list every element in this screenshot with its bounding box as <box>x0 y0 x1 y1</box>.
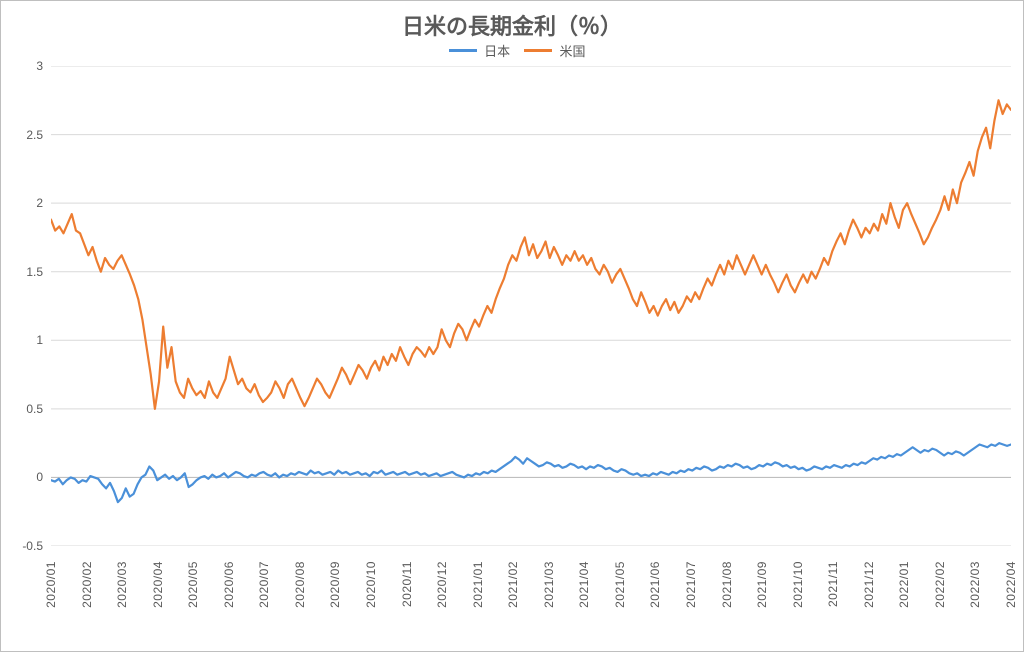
chart-container: 日米の長期金利（％） 日本 米国 -0.5 0 0.5 1 1.5 2 2.5 3 2020/… <box>0 0 1024 652</box>
x-tick-label: 2021/06 <box>648 561 662 621</box>
x-tick-label: 2020/11 <box>400 561 414 621</box>
x-tick-label: 2020/08 <box>293 561 307 621</box>
y-tick-label: 3 <box>3 59 43 73</box>
x-tick-label: 2020/12 <box>435 561 449 621</box>
series-line <box>51 100 1011 409</box>
x-tick-label: 2021/05 <box>613 561 627 621</box>
x-tick-label: 2020/02 <box>80 561 94 621</box>
chart-plot-area <box>51 66 1011 546</box>
legend-label-us: 米国 <box>559 44 585 59</box>
x-tick-label: 2022/02 <box>933 561 947 621</box>
y-tick-label: 1.5 <box>3 265 43 279</box>
x-tick-label: 2022/03 <box>968 561 982 621</box>
x-tick-label: 2020/05 <box>186 561 200 621</box>
legend-swatch-us <box>524 49 552 52</box>
x-tick-label: 2022/01 <box>897 561 911 621</box>
x-tick-label: 2020/01 <box>44 561 58 621</box>
x-tick-label: 2021/08 <box>720 561 734 621</box>
x-tick-label: 2020/04 <box>151 561 165 621</box>
x-tick-label: 2020/03 <box>115 561 129 621</box>
chart-title: 日米の長期金利（％） <box>1 9 1023 41</box>
x-tick-label: 2021/11 <box>826 561 840 621</box>
x-tick-label: 2021/07 <box>684 561 698 621</box>
y-tick-label: 0.5 <box>3 402 43 416</box>
y-tick-label: 1 <box>3 333 43 347</box>
y-tick-label: 2 <box>3 196 43 210</box>
x-tick-label: 2020/10 <box>364 561 378 621</box>
y-tick-label: -0.5 <box>3 539 43 553</box>
x-tick-label: 2022/04 <box>1004 561 1018 621</box>
x-tick-label: 2020/06 <box>222 561 236 621</box>
x-tick-label: 2020/07 <box>257 561 271 621</box>
x-tick-label: 2021/12 <box>862 561 876 621</box>
y-tick-label: 0 <box>3 470 43 484</box>
x-tick-label: 2021/01 <box>471 561 485 621</box>
x-tick-label: 2021/10 <box>791 561 805 621</box>
legend-label-japan: 日本 <box>484 44 510 59</box>
x-tick-label: 2020/09 <box>328 561 342 621</box>
x-tick-label: 2021/03 <box>542 561 556 621</box>
chart-legend: 日本 米国 <box>1 41 1023 60</box>
x-tick-label: 2021/09 <box>755 561 769 621</box>
x-tick-label: 2021/04 <box>577 561 591 621</box>
series-line <box>51 443 1011 502</box>
y-tick-label: 2.5 <box>3 128 43 142</box>
legend-swatch-japan <box>449 49 477 52</box>
x-tick-label: 2021/02 <box>506 561 520 621</box>
